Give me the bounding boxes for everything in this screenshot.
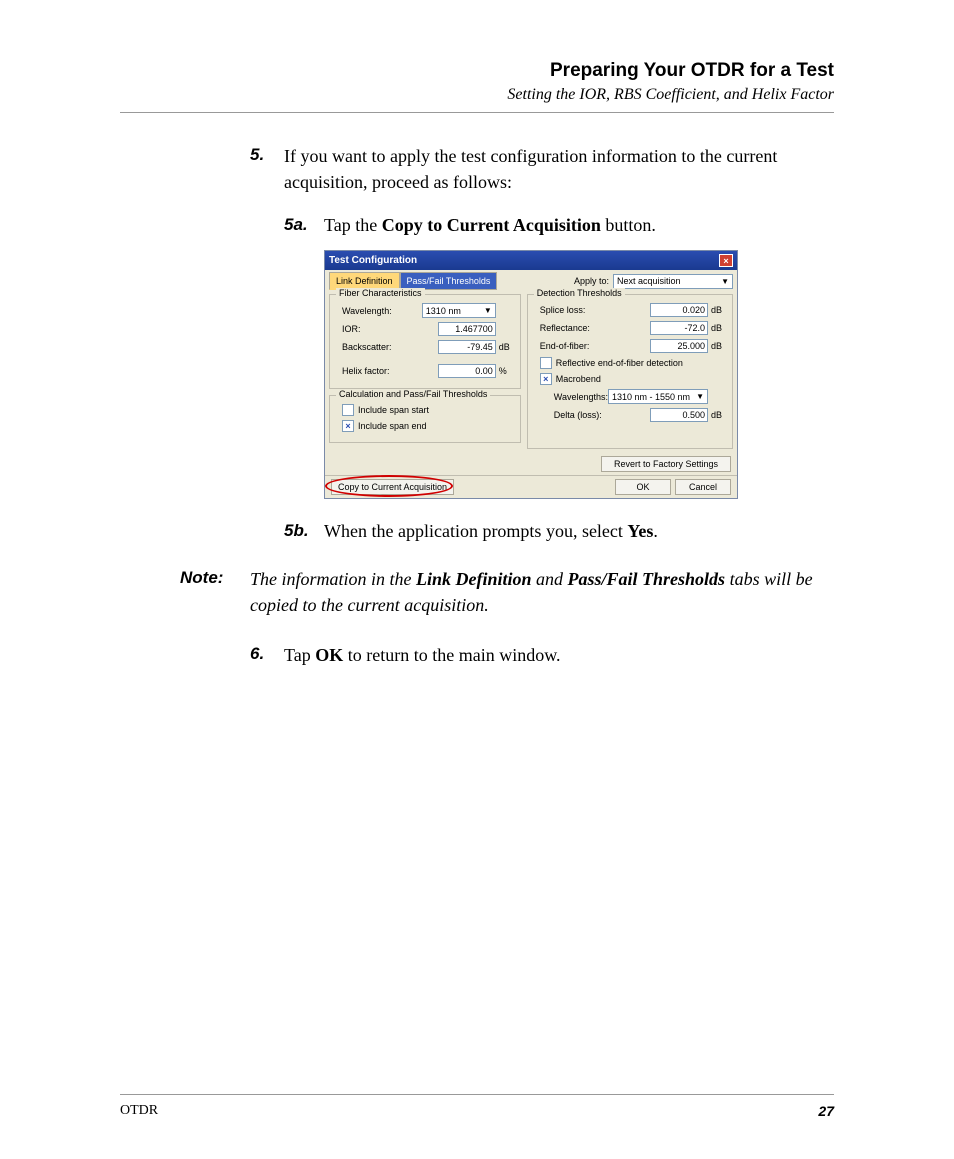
note-mid: and <box>532 569 568 589</box>
apply-to-select[interactable]: Next acquisition ▼ <box>613 274 733 289</box>
ok-button[interactable]: OK <box>615 479 671 495</box>
step-6-bold: OK <box>315 645 343 665</box>
copy-to-current-acquisition-button[interactable]: Copy to Current Acquisition <box>331 479 454 495</box>
reflectance-input[interactable]: -72.0 <box>650 321 708 335</box>
close-icon[interactable]: × <box>719 254 733 267</box>
splice-loss-label: Splice loss: <box>534 305 650 315</box>
step-5b-text: When the application prompts you, select… <box>324 521 834 542</box>
reflective-eof-checkbox[interactable] <box>540 357 552 369</box>
delta-loss-input[interactable]: 0.500 <box>650 408 708 422</box>
page-header-title: Preparing Your OTDR for a Test <box>120 60 834 82</box>
include-span-end-checkbox[interactable]: × <box>342 420 354 432</box>
chevron-down-icon: ▼ <box>721 277 729 286</box>
helix-input[interactable]: 0.00 <box>438 364 496 378</box>
page-header-subtitle: Setting the IOR, RBS Coefficient, and He… <box>120 86 834 104</box>
calc-passfail-legend: Calculation and Pass/Fail Thresholds <box>336 389 490 399</box>
wavelength-label: Wavelength: <box>336 306 422 316</box>
step-5b-post: . <box>653 521 658 541</box>
delta-loss-unit: dB <box>708 410 726 420</box>
test-config-dialog: Test Configuration × Link Definition Pas… <box>324 250 738 499</box>
macrobend-label: Macrobend <box>556 374 601 384</box>
step-5a-pre: Tap the <box>324 215 382 235</box>
step-5-text: If you want to apply the test configurat… <box>284 143 834 195</box>
chevron-down-icon: ▼ <box>484 306 492 315</box>
delta-loss-label: Delta (loss): <box>548 410 650 420</box>
step-6-number: 6. <box>250 642 284 668</box>
step-6-text: Tap OK to return to the main window. <box>284 642 834 668</box>
backscatter-unit: dB <box>496 342 514 352</box>
wavelengths-value: 1310 nm - 1550 nm <box>612 392 690 402</box>
ior-input[interactable]: 1.467700 <box>438 322 496 336</box>
helix-unit: % <box>496 366 514 376</box>
step-5-number: 5. <box>250 143 284 195</box>
apply-to-label: Apply to: <box>574 276 609 286</box>
fiber-characteristics-legend: Fiber Characteristics <box>336 288 425 298</box>
eof-input[interactable]: 25.000 <box>650 339 708 353</box>
step-5a-text: Tap the Copy to Current Acquisition butt… <box>324 215 834 236</box>
wavelengths-label: Wavelengths: <box>548 392 608 402</box>
wavelength-value: 1310 nm <box>426 306 461 316</box>
footer-doc-name: OTDR <box>120 1103 158 1119</box>
detection-thresholds-legend: Detection Thresholds <box>534 288 625 298</box>
reflectance-unit: dB <box>708 323 726 333</box>
backscatter-input[interactable]: -79.45 <box>438 340 496 354</box>
note-bold1: Link Definition <box>416 569 532 589</box>
step-5b-pre: When the application prompts you, select <box>324 521 627 541</box>
chevron-down-icon: ▼ <box>696 392 704 401</box>
step-5b-bold: Yes <box>627 521 653 541</box>
reflective-eof-label: Reflective end-of-fiber detection <box>556 358 683 368</box>
macrobend-checkbox[interactable]: × <box>540 373 552 385</box>
wavelengths-select[interactable]: 1310 nm - 1550 nm ▼ <box>608 389 708 404</box>
step-5b-number: 5b. <box>284 521 324 542</box>
footer-divider <box>120 1094 834 1095</box>
eof-unit: dB <box>708 341 726 351</box>
apply-to-value: Next acquisition <box>617 276 681 286</box>
splice-loss-input[interactable]: 0.020 <box>650 303 708 317</box>
dialog-title: Test Configuration <box>329 255 417 266</box>
splice-loss-unit: dB <box>708 305 726 315</box>
note-pre: The information in the <box>250 569 416 589</box>
note-label: Note: <box>180 566 250 618</box>
eof-label: End-of-fiber: <box>534 341 650 351</box>
footer-page-number: 27 <box>818 1103 834 1119</box>
include-span-start-label: Include span start <box>358 405 429 415</box>
revert-factory-button[interactable]: Revert to Factory Settings <box>601 456 731 472</box>
note-body: The information in the Link Definition a… <box>250 566 834 618</box>
step-6-post: to return to the main window. <box>343 645 560 665</box>
helix-label: Helix factor: <box>336 366 438 376</box>
cancel-button[interactable]: Cancel <box>675 479 731 495</box>
include-span-start-checkbox[interactable] <box>342 404 354 416</box>
step-6-pre: Tap <box>284 645 315 665</box>
step-5a-bold: Copy to Current Acquisition <box>382 215 601 235</box>
step-5a-number: 5a. <box>284 215 324 236</box>
wavelength-select[interactable]: 1310 nm ▼ <box>422 303 496 318</box>
backscatter-label: Backscatter: <box>336 342 438 352</box>
ior-label: IOR: <box>336 324 438 334</box>
header-divider <box>120 112 834 113</box>
step-5a-post: button. <box>601 215 656 235</box>
include-span-end-label: Include span end <box>358 421 427 431</box>
reflectance-label: Reflectance: <box>534 323 650 333</box>
note-bold2: Pass/Fail Thresholds <box>568 569 726 589</box>
